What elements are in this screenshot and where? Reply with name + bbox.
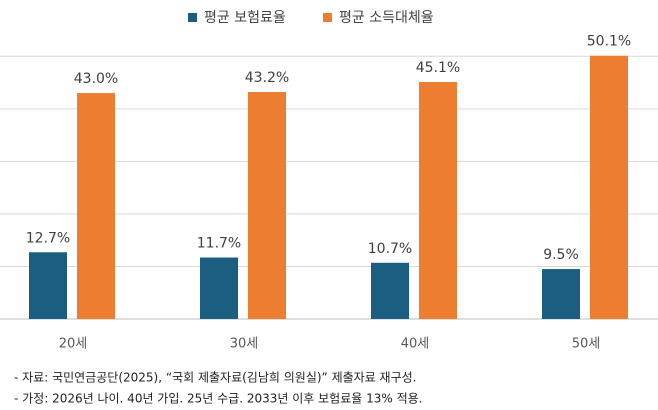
bar — [590, 55, 628, 319]
legend-swatch — [188, 13, 197, 22]
legend-swatch — [323, 13, 332, 22]
bar — [371, 262, 409, 319]
x-tick-label: 30세 — [230, 337, 259, 352]
x-tick-label: 50세 — [572, 337, 601, 352]
bar — [542, 269, 580, 319]
note: - 가정: 2026년 나이. 40년 가입. 25년 수급. 2033년 이후… — [14, 392, 423, 406]
bar — [248, 92, 286, 320]
value-label: 43.0% — [74, 71, 118, 87]
value-label: 50.1% — [587, 34, 631, 50]
value-label: 12.7% — [26, 230, 70, 246]
bar — [77, 93, 115, 320]
value-label: 10.7% — [368, 241, 412, 257]
legend-label: 평균 보험료율 — [204, 10, 286, 26]
value-label: 45.1% — [416, 60, 460, 76]
value-label: 43.2% — [245, 70, 289, 86]
x-tick-label: 40세 — [401, 337, 430, 352]
value-label: 9.5% — [543, 247, 579, 263]
bar — [29, 252, 67, 319]
legend-label: 평균 소득대체율 — [339, 10, 434, 26]
note: - 자료: 국민연금공단(2025), “국회 제출자료(김남희 의원실)” 제… — [14, 371, 417, 385]
x-tick-label: 20세 — [59, 337, 88, 352]
bar — [419, 82, 457, 320]
value-label: 11.7% — [197, 236, 241, 252]
bar — [200, 257, 238, 319]
